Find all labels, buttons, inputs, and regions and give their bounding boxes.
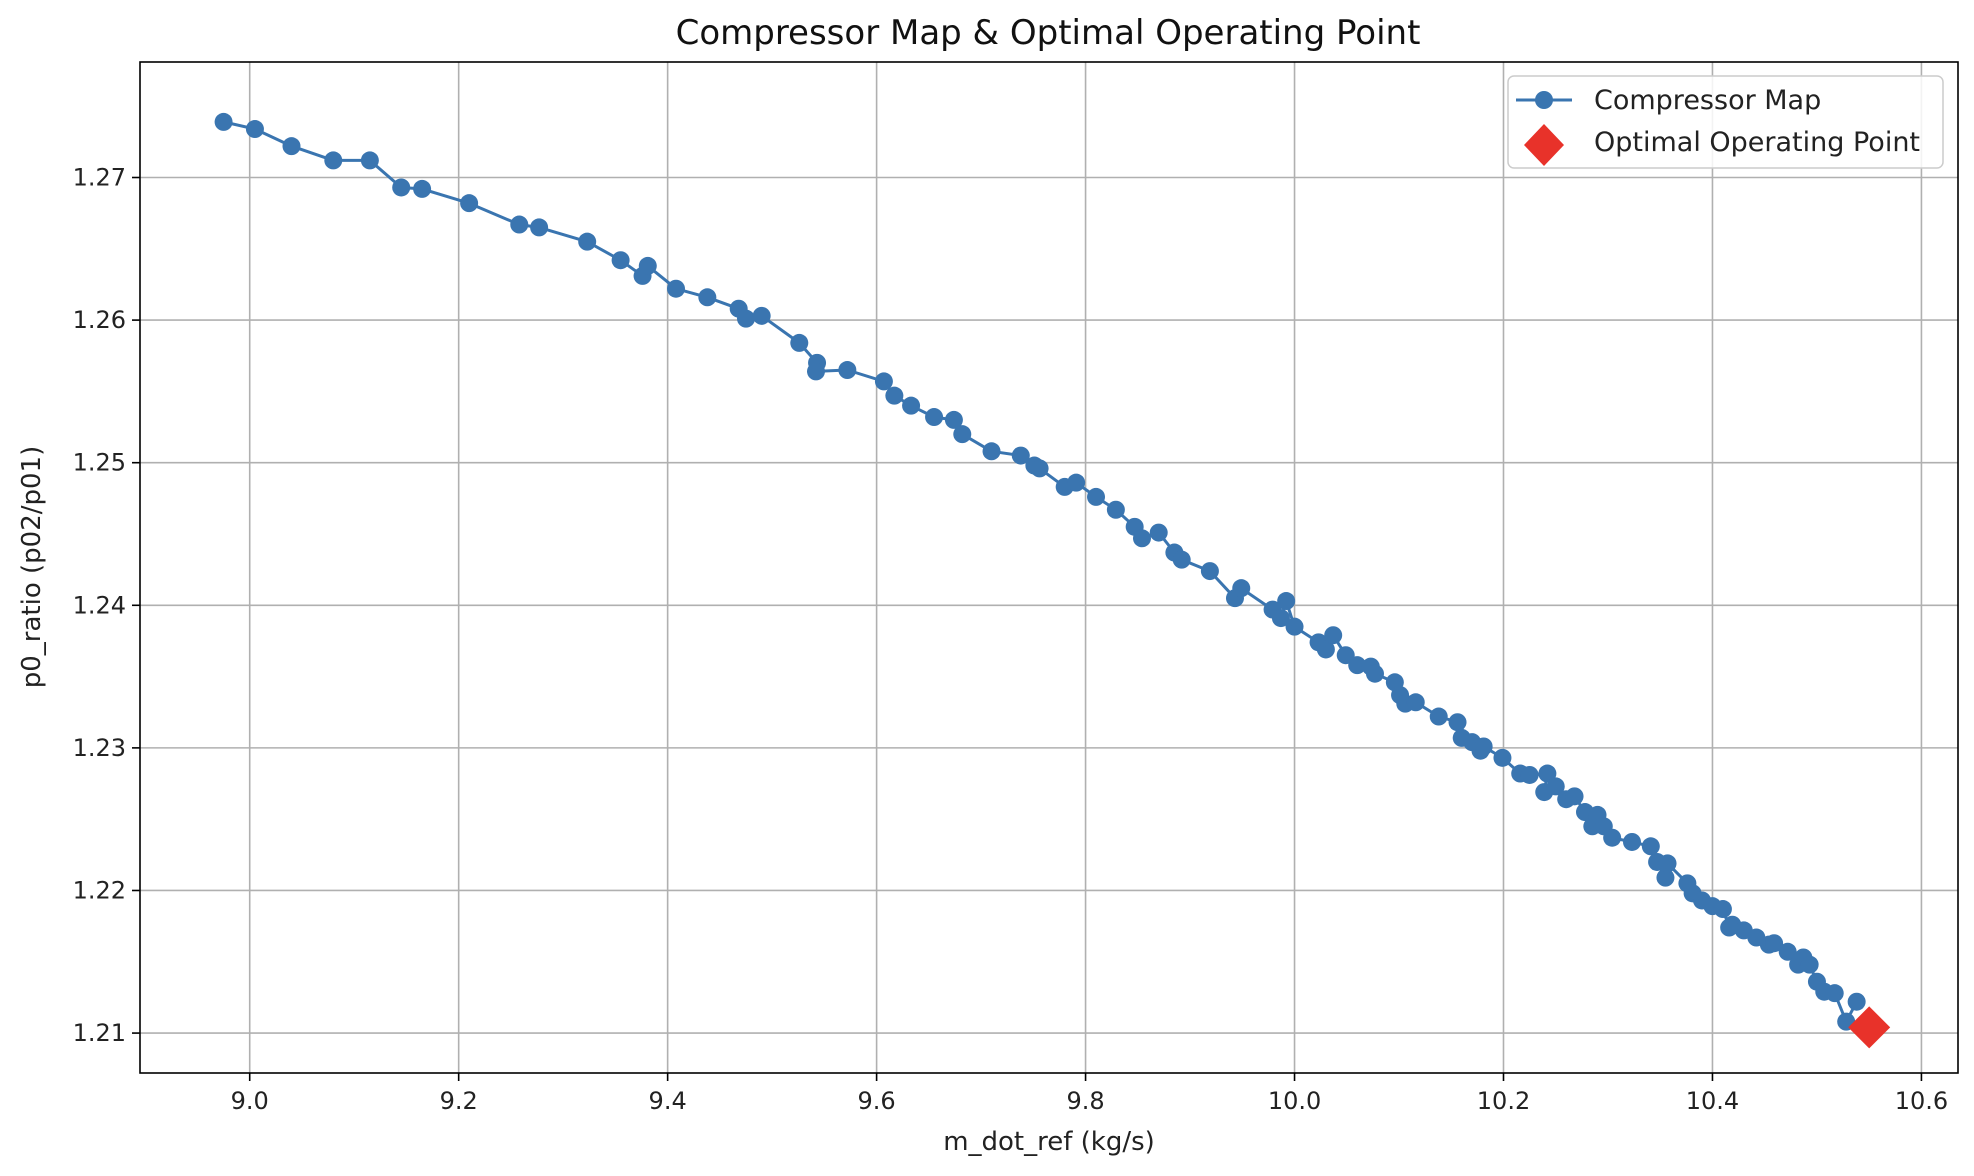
y-tick-label: 1.22: [73, 876, 126, 904]
y-tick-label: 1.24: [73, 591, 126, 619]
y-tick-label: 1.23: [73, 734, 126, 762]
grid-lines: [140, 62, 1958, 1073]
compressor-map-point: [611, 251, 630, 270]
compressor-map-point: [1778, 942, 1797, 961]
legend-marker-compressor-map: [1535, 91, 1553, 109]
compressor-map-point: [944, 410, 963, 429]
compressor-map-point: [510, 215, 529, 234]
compressor-map-point: [1149, 523, 1168, 542]
compressor-map-point: [1765, 934, 1784, 953]
compressor-map-point: [1448, 713, 1467, 732]
compressor-map-point: [1324, 626, 1343, 645]
compressor-map-point: [1493, 748, 1512, 767]
compressor-map-point: [578, 232, 597, 251]
x-tick-label: 9.2: [440, 1087, 478, 1115]
compressor-map-point: [1565, 787, 1584, 806]
compressor-map-point: [392, 178, 411, 197]
compressor-map-point: [925, 408, 944, 427]
compressor-map-point: [530, 218, 549, 237]
compressor-map-point: [982, 442, 1001, 461]
compressor-map-point: [1825, 984, 1844, 1003]
compressor-map-point: [324, 151, 343, 170]
compressor-map-point: [282, 137, 301, 156]
compressor-map-point: [1713, 900, 1732, 919]
compressor-map-point: [1658, 854, 1677, 873]
y-tick-label: 1.26: [73, 306, 126, 334]
compressor-map-point: [1030, 459, 1049, 478]
compressor-map-point: [1538, 764, 1557, 783]
compressor-map-point: [1365, 664, 1384, 683]
compressor-map-point: [1641, 837, 1660, 856]
compressor-map-point: [885, 386, 904, 405]
x-axis-label: m_dot_ref (kg/s): [943, 1127, 1155, 1157]
compressor-map-point: [1277, 592, 1296, 611]
compressor-map-point: [245, 120, 264, 139]
legend-label-compressor-map: Compressor Map: [1594, 85, 1821, 116]
plot-area: [139, 61, 1959, 1074]
compressor-map-point: [698, 288, 717, 307]
compressor-map-point: [1800, 955, 1819, 974]
compressor-map-point: [902, 396, 921, 415]
legend-box: [1507, 75, 1944, 169]
compressor-map-point: [1847, 992, 1866, 1011]
compressor-map-point: [1067, 473, 1086, 492]
x-tick-label: 10.0: [1268, 1087, 1321, 1115]
compressor-map-point: [807, 362, 826, 381]
compressor-map-point: [874, 372, 893, 391]
compressor-map-point: [1132, 529, 1151, 548]
compressor-map-point: [1603, 828, 1622, 847]
compressor-map-point: [1087, 487, 1106, 506]
x-tick-label: 9.4: [649, 1087, 687, 1115]
compressor-map-point: [1011, 446, 1030, 465]
y-tick-label: 1.21: [73, 1019, 126, 1047]
y-tick-label: 1.25: [73, 449, 126, 477]
compressor-map-point: [1232, 579, 1251, 598]
plot-frame: [139, 61, 1959, 1074]
compressor-map-point: [1546, 777, 1565, 796]
compressor-map-point: [790, 333, 809, 352]
x-tick-label: 10.2: [1477, 1087, 1530, 1115]
compressor-map-point: [1285, 617, 1304, 636]
compressor-map-point: [1106, 500, 1125, 519]
x-tick-label: 9.0: [231, 1087, 269, 1115]
optimal-operating-point-marker: [1848, 1006, 1891, 1049]
compressor-map-point: [1656, 868, 1675, 887]
plot-background: [140, 62, 1958, 1073]
compressor-map-point: [838, 361, 857, 380]
compressor-map-point: [666, 279, 685, 298]
chart-title: Compressor Map & Optimal Operating Point: [676, 13, 1421, 53]
compressor-map-point: [953, 425, 972, 444]
legend: Compressor Map Optimal Operating Point: [1507, 75, 1944, 169]
compressor-map-point: [360, 151, 379, 170]
compressor-map-point: [1429, 707, 1448, 726]
compressor-map-point: [1271, 609, 1290, 628]
y-axis-label: p0_ratio (p02/p01): [17, 446, 47, 688]
compressor-map-point: [1316, 640, 1335, 659]
compressor-map-point: [214, 112, 233, 131]
y-axis-ticks: 1.21 1.22 1.23 1.24 1.25 1.26 1.27: [73, 164, 140, 1047]
compressor-map-point: [638, 256, 657, 275]
compressor-map-point: [1172, 550, 1191, 569]
compressor-map-point: [1520, 765, 1539, 784]
compressor-map-point: [1474, 737, 1493, 756]
y-tick-label: 1.27: [73, 164, 126, 192]
x-tick-label: 10.4: [1686, 1087, 1739, 1115]
compressor-map-point: [413, 179, 432, 198]
compressor-map-point: [1406, 693, 1425, 712]
compressor-map-point: [1348, 656, 1367, 675]
x-tick-label: 10.6: [1895, 1087, 1948, 1115]
compressor-map-point: [460, 194, 479, 213]
compressor-map-point: [1623, 832, 1642, 851]
legend-label-optimal-point: Optimal Operating Point: [1594, 127, 1920, 158]
compressor-map-point: [737, 309, 755, 328]
compressor-map-point: [752, 306, 771, 325]
x-axis-ticks: 9.0 9.2 9.4 9.6 9.8 10.0 10.2 10.4 10.6: [231, 1073, 1948, 1115]
legend-marker-optimal-point: [1524, 124, 1564, 166]
series-layer: [214, 112, 1891, 1049]
compressor-map-point: [1200, 562, 1219, 581]
x-tick-label: 9.8: [1066, 1087, 1104, 1115]
x-tick-label: 9.6: [858, 1087, 896, 1115]
